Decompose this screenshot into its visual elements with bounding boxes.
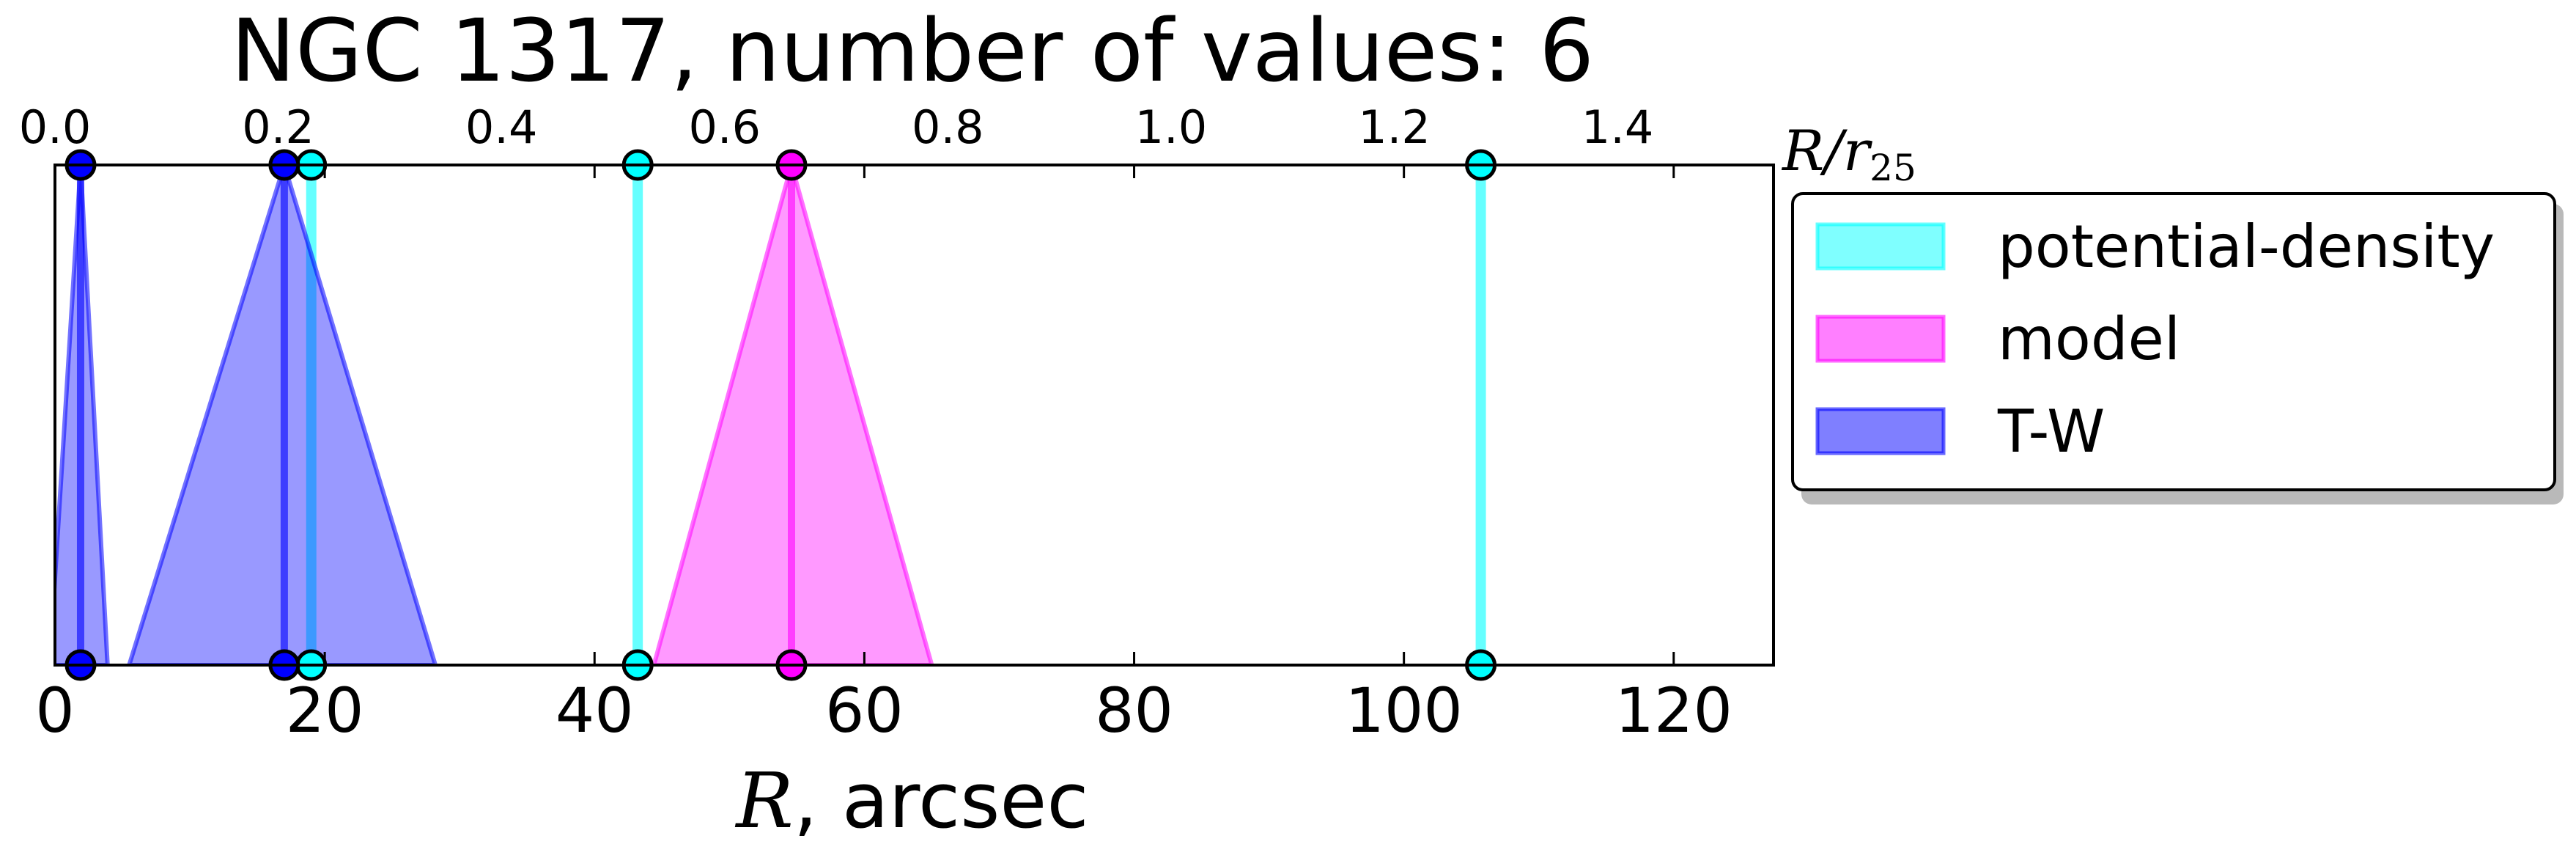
x-tick-label-1: 20 bbox=[286, 675, 364, 746]
top-tick-label-2: 0.4 bbox=[465, 100, 538, 154]
legend-swatch-t-w bbox=[1815, 407, 1946, 455]
legend-items: potential-density model T-W bbox=[1815, 213, 2495, 466]
plot-frame bbox=[53, 164, 1775, 667]
x-tick-label-5: 100 bbox=[1345, 675, 1462, 746]
top-tick-label-7: 1.4 bbox=[1582, 100, 1654, 154]
top-axis-label: R/r25 bbox=[1781, 118, 1916, 189]
top-tick-label-0: 0.0 bbox=[19, 100, 92, 154]
x-tick-label-4: 80 bbox=[1095, 675, 1173, 746]
top-axis-label-sub: 25 bbox=[1870, 147, 1916, 189]
x-tick-label-2: 40 bbox=[556, 675, 634, 746]
x-axis-label: R, arcsec bbox=[734, 756, 1088, 845]
legend-box bbox=[1791, 192, 2556, 491]
bottom-axis: 0 20 40 60 80 100 120 bbox=[35, 165, 1732, 746]
data-layer bbox=[55, 165, 1486, 665]
top-tick-label-3: 0.6 bbox=[688, 100, 761, 154]
legend: potential-density model T-W bbox=[1791, 192, 2564, 504]
legend-swatch-potential-density bbox=[1815, 222, 1946, 271]
legend-label-model: model bbox=[1998, 305, 2180, 373]
x-tick-label-3: 60 bbox=[825, 675, 904, 746]
legend-label-t-w: T-W bbox=[1997, 397, 2105, 466]
x-tick-label-0: 0 bbox=[35, 675, 74, 746]
top-axis-label-main: R/r bbox=[1781, 118, 1873, 183]
top-tick-label-1: 0.2 bbox=[242, 100, 314, 154]
marker-layer bbox=[64, 149, 1497, 681]
x-tick-label-6: 120 bbox=[1615, 675, 1732, 746]
x-axis-label-unit: , arcsec bbox=[794, 756, 1089, 845]
legend-swatch-model bbox=[1815, 315, 1946, 363]
legend-label-potential-density: potential-density bbox=[1998, 213, 2495, 281]
x-axis-label-symbol: R bbox=[734, 756, 793, 845]
top-axis: 0.0 0.2 0.4 0.6 0.8 1.0 1.2 1.4 bbox=[19, 100, 1654, 154]
top-tick-label-5: 1.0 bbox=[1135, 100, 1208, 154]
chart-title: NGC 1317, number of values: 6 bbox=[231, 0, 1594, 101]
top-tick-label-4: 0.8 bbox=[912, 100, 984, 154]
plot-area bbox=[55, 165, 1774, 665]
top-tick-label-6: 1.2 bbox=[1358, 100, 1431, 154]
